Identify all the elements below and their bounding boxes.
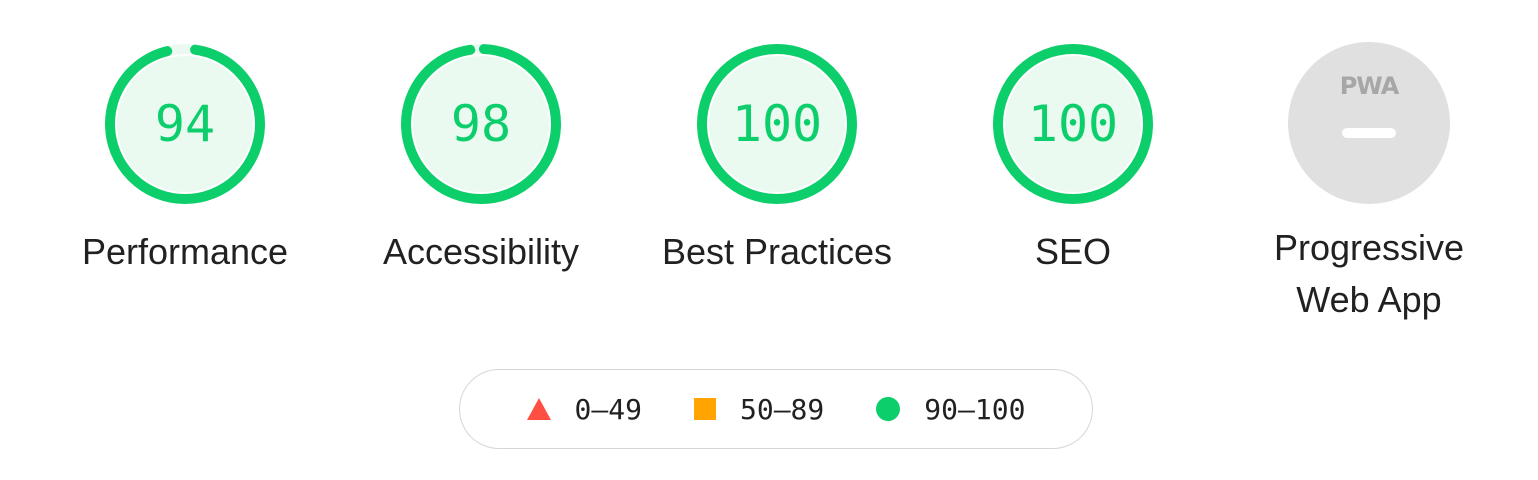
triangle-icon bbox=[526, 398, 551, 420]
score-legend: 0–49 50–89 90–100 bbox=[459, 369, 1093, 449]
legend-item-average: 50–89 bbox=[693, 392, 825, 426]
gauge-arc-accessibility bbox=[401, 44, 561, 204]
gauge-label-accessibility: Accessibility bbox=[382, 231, 580, 272]
gauge-fill bbox=[709, 56, 845, 192]
gauge-arc-performance bbox=[105, 44, 265, 204]
gauge-fill bbox=[413, 56, 549, 192]
score-gauges: 94 Performance 98 Accessibility 100 Best… bbox=[35, 40, 1519, 326]
legend-item-pass: 90–100 bbox=[876, 393, 1025, 426]
gauge-score-best-practices: 100 bbox=[731, 95, 823, 153]
legend-range-pass: 90–100 bbox=[924, 392, 1026, 426]
square-icon bbox=[693, 398, 716, 420]
gauge-arc bbox=[993, 44, 1153, 204]
gauge-arc bbox=[401, 44, 561, 204]
gauge-seo[interactable]: 100 SEO bbox=[923, 40, 1223, 278]
gauge-fill bbox=[117, 56, 253, 192]
gauge-ring-accessibility: 98 bbox=[397, 40, 565, 208]
gauge-label-pwa: Progressive Web App bbox=[1273, 227, 1465, 320]
gauge-fill bbox=[1005, 56, 1141, 192]
gauge-best-practices[interactable]: 100 Best Practices bbox=[627, 40, 927, 278]
gauge-label-best-practices: Best Practices bbox=[661, 231, 893, 272]
pwa-dash-icon bbox=[1342, 128, 1396, 138]
gauge-label-seo: SEO bbox=[1034, 231, 1112, 272]
gauge-ring-best-practices: 100 bbox=[693, 40, 861, 208]
gauge-score-performance: 94 bbox=[154, 95, 216, 153]
gauge-pwa[interactable]: PWA Progressive Web App bbox=[1219, 40, 1519, 326]
legend-range-fail: 0–49 bbox=[574, 392, 642, 426]
gauge-arc-seo bbox=[993, 44, 1153, 204]
legend-range-average: 50–89 bbox=[739, 392, 825, 426]
pwa-logo-icon: PWA bbox=[1339, 72, 1400, 100]
gauge-arc bbox=[697, 44, 857, 204]
gauge-ring-performance: 94 bbox=[101, 40, 269, 208]
pwa-badge: PWA bbox=[1288, 42, 1450, 204]
legend-item-fail: 0–49 bbox=[526, 392, 642, 426]
gauge-score-accessibility: 98 bbox=[450, 95, 512, 153]
circle-icon bbox=[876, 397, 901, 421]
gauge-ring-seo: 100 bbox=[989, 40, 1157, 208]
gauge-accessibility[interactable]: 98 Accessibility bbox=[331, 40, 631, 278]
gauge-score-seo: 100 bbox=[1027, 95, 1119, 153]
gauge-arc bbox=[105, 44, 265, 204]
gauge-performance[interactable]: 94 Performance bbox=[35, 40, 335, 278]
gauge-label-performance: Performance bbox=[81, 231, 289, 272]
gauge-arc-best-practices bbox=[697, 44, 857, 204]
